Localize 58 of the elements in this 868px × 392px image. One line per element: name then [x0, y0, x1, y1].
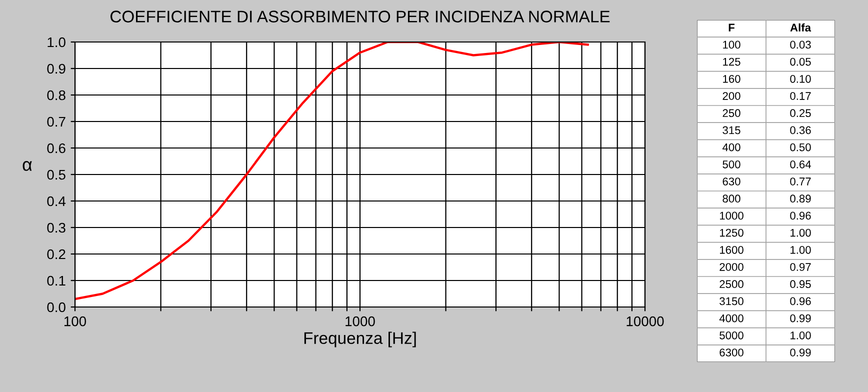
text: 0.95 — [790, 280, 811, 288]
y-tick-label: 0.5 — [47, 170, 66, 180]
x-axis-title: Frequenza [Hz] — [304, 332, 416, 348]
text: 250 — [722, 109, 740, 118]
line-series — [75, 42, 589, 300]
text: 1.00 — [790, 331, 811, 340]
text: 0.97 — [790, 263, 811, 271]
text: 6300 — [720, 348, 744, 356]
text: 0.25 — [790, 109, 811, 118]
text: 0.10 — [790, 74, 811, 83]
y-tick-label: 0.3 — [47, 222, 66, 233]
text: 630 — [722, 178, 740, 186]
text: 0.03 — [790, 40, 811, 49]
text: 0.77 — [790, 178, 811, 186]
text: 0.64 — [790, 160, 811, 168]
x-tick-label: 100 — [64, 316, 86, 326]
text: 0.99 — [790, 348, 811, 356]
text: 0.05 — [790, 58, 811, 66]
y-tick-label: 0.1 — [47, 276, 66, 286]
text: 0.36 — [790, 126, 811, 134]
text: 0.96 — [790, 212, 811, 220]
text: 160 — [723, 74, 740, 83]
text: 400 — [722, 143, 740, 152]
text: 2000 — [720, 263, 744, 271]
text: 100 — [723, 40, 740, 49]
text: 0.89 — [790, 194, 811, 203]
y-tick-label: 0.7 — [47, 116, 66, 127]
text: 5000 — [720, 331, 744, 340]
x-tick-label: 10000 — [626, 316, 664, 326]
text: 0.17 — [790, 92, 811, 100]
y-tick-label: 1.0 — [48, 37, 66, 48]
y-tick-label: 0.9 — [47, 64, 66, 74]
y-tick-label: 0.0 — [47, 302, 66, 312]
text: 800 — [722, 194, 740, 203]
text: 200 — [722, 92, 740, 100]
text: 4000 — [719, 314, 744, 322]
text: 2500 — [720, 280, 744, 288]
text: 1250 — [720, 228, 744, 237]
y-tick-label: 0.4 — [47, 196, 66, 206]
text: 0.96 — [790, 297, 811, 306]
text: 125 — [723, 58, 740, 66]
y-tick-label: 0.6 — [47, 143, 66, 154]
y-axis-title: α — [22, 161, 32, 171]
text: Alfa — [790, 23, 812, 32]
text: 1.00 — [790, 228, 811, 237]
text: F — [728, 24, 734, 32]
text: 0.99 — [790, 314, 811, 322]
chart-title: COEFFICIENTE DI ASSORBIMENTO PER INCIDENZA NORMALE — [110, 10, 610, 22]
x-tick-label: 1000 — [346, 316, 375, 326]
text: 1.00 — [790, 246, 811, 254]
text: 1600 — [720, 246, 744, 254]
text: 0.50 — [790, 143, 811, 152]
text: 3150 — [720, 297, 744, 306]
y-tick-label: 0.8 — [47, 90, 66, 100]
text: 1000 — [720, 212, 744, 220]
y-tick-label: 0.2 — [47, 249, 66, 260]
text: 315 — [722, 126, 740, 134]
text: 500 — [722, 160, 740, 168]
